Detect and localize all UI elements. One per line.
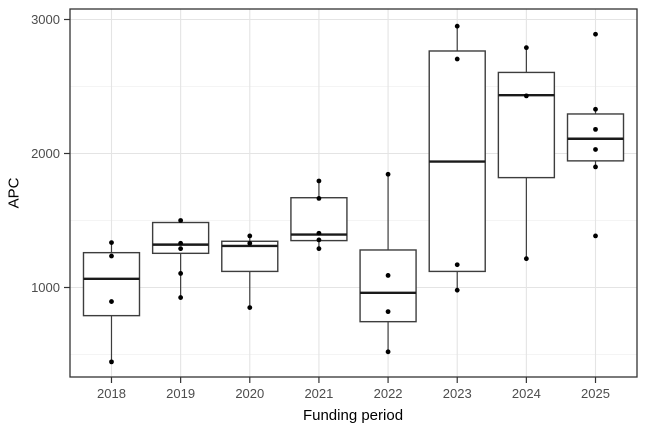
- data-point: [316, 237, 322, 243]
- data-point: [316, 246, 322, 252]
- x-tick-label: 2020: [235, 386, 264, 401]
- x-tick-label: 2025: [581, 386, 610, 401]
- data-point: [247, 240, 253, 246]
- data-point: [178, 271, 184, 276]
- data-point: [385, 171, 391, 177]
- x-tick-label: 2018: [97, 386, 126, 401]
- boxplot-box: [566, 113, 625, 162]
- y-axis-title: APC: [5, 177, 23, 209]
- panel-background: [70, 9, 637, 377]
- data-point: [593, 106, 598, 112]
- data-point: [454, 23, 460, 29]
- data-point: [109, 240, 114, 246]
- data-point: [316, 178, 322, 184]
- data-point: [454, 56, 460, 62]
- data-point: [593, 164, 598, 170]
- data-point: [593, 126, 598, 132]
- data-point: [178, 218, 184, 223]
- data-point: [247, 305, 253, 310]
- boxplot-box: [82, 251, 141, 317]
- data-point: [178, 295, 184, 300]
- data-point: [385, 273, 391, 278]
- data-point: [523, 93, 529, 99]
- data-point: [454, 287, 460, 293]
- data-point: [109, 253, 114, 259]
- data-point: [593, 31, 598, 37]
- y-tick-label: 1000: [31, 280, 60, 295]
- data-point: [593, 233, 598, 239]
- data-point: [316, 195, 322, 201]
- data-point: [316, 230, 322, 236]
- data-point: [109, 299, 114, 304]
- panel-border: [69, 8, 638, 378]
- boxplot-box: [497, 71, 556, 179]
- y-tick-label: 2000: [31, 146, 60, 161]
- data-point: [178, 240, 184, 246]
- x-tick-label: 2024: [512, 386, 541, 401]
- data-point: [454, 262, 460, 268]
- data-point: [523, 256, 529, 262]
- x-tick-label: 2023: [443, 386, 472, 401]
- x-tick-label: 2019: [166, 386, 195, 401]
- data-point: [593, 147, 598, 152]
- data-point: [385, 349, 391, 355]
- x-axis-title: Funding period: [302, 407, 404, 424]
- y-tick-label: 3000: [31, 12, 60, 27]
- data-point: [247, 233, 253, 239]
- data-point: [178, 246, 184, 252]
- x-tick-label: 2022: [374, 386, 403, 401]
- data-point: [523, 45, 529, 51]
- data-point: [109, 359, 114, 365]
- x-tick-label: 2021: [304, 386, 333, 401]
- data-point: [385, 309, 391, 315]
